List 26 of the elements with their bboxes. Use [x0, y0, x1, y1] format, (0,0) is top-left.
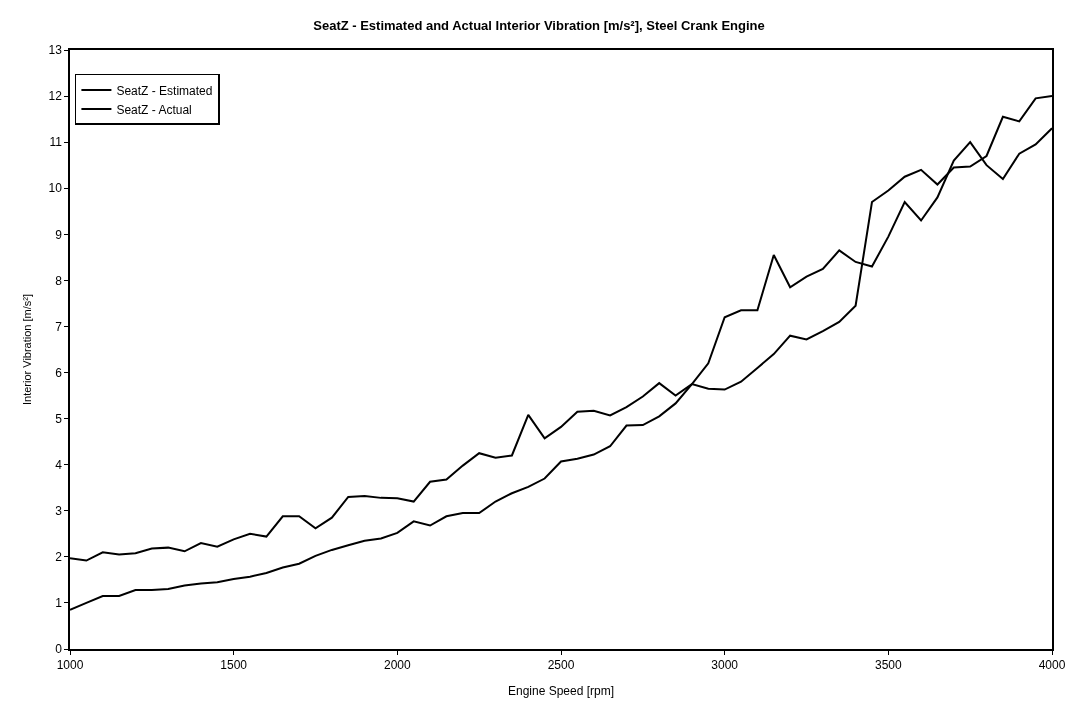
chart-title: SeatZ - Estimated and Actual Interior Vibration [m/s²], Steel Crank Engine	[313, 18, 765, 34]
legend-label: SeatZ - Actual	[116, 102, 192, 117]
x-tick-label: 3000	[711, 658, 739, 673]
y-tick-label: 13	[48, 43, 63, 58]
y-tick-label: 10	[48, 181, 63, 196]
x-tick-label: 2000	[383, 658, 411, 673]
x-tick-label: 1000	[56, 658, 84, 673]
y-tick-label: 5	[55, 411, 63, 426]
x-tick-label: 3500	[874, 658, 902, 673]
x-axis-title: Engine Speed [rpm]	[507, 683, 615, 698]
y-tick-label: 7	[55, 319, 63, 334]
y-tick-label: 2	[55, 550, 63, 565]
y-tick-label: 8	[55, 273, 63, 288]
y-tick-label: 0	[55, 642, 63, 657]
y-axis-title: Interior Vibration [m/s²]	[20, 293, 33, 406]
y-tick-label: 11	[49, 135, 63, 150]
y-tick-label: 6	[55, 365, 63, 380]
y-tick-label: 12	[48, 89, 63, 104]
legend-label: SeatZ - Estimated	[116, 83, 213, 98]
y-tick-label: 3	[55, 503, 63, 518]
y-tick-label: 1	[55, 596, 63, 611]
y-tick-label: 4	[55, 457, 63, 472]
y-tick-label: 9	[55, 227, 63, 242]
x-tick-label: 1500	[220, 658, 248, 673]
x-tick-label: 2500	[547, 658, 575, 673]
x-tick-label: 4000	[1038, 658, 1066, 673]
